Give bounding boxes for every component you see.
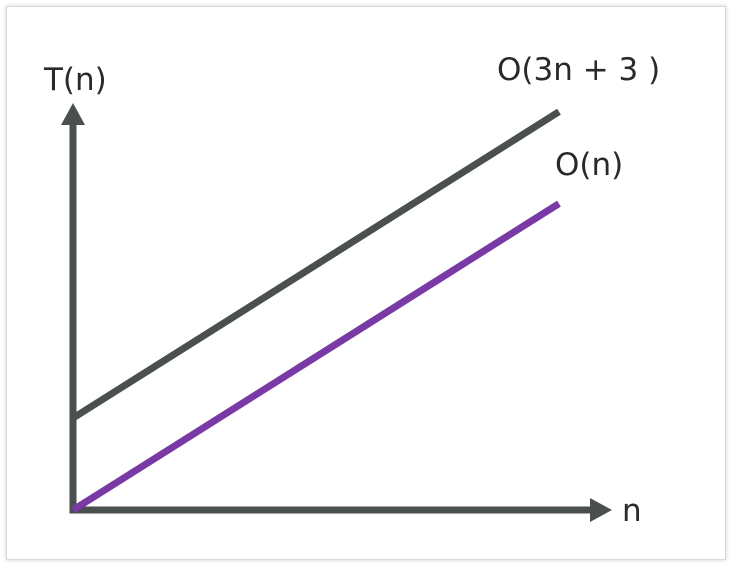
- y-axis-arrowhead: [61, 103, 85, 125]
- series-label-o-3n-plus-3: O(3n + 3 ): [497, 52, 660, 88]
- series-group: [71, 108, 561, 513]
- y-axis-label: T(n): [43, 62, 107, 98]
- chart-frame: [6, 6, 726, 560]
- series-label-o-n: O(n): [555, 147, 623, 183]
- x-axis-arrowhead: [590, 498, 612, 522]
- series-line-1: [71, 200, 561, 513]
- x-axis-label: n: [622, 493, 642, 529]
- series-line-0: [71, 108, 561, 422]
